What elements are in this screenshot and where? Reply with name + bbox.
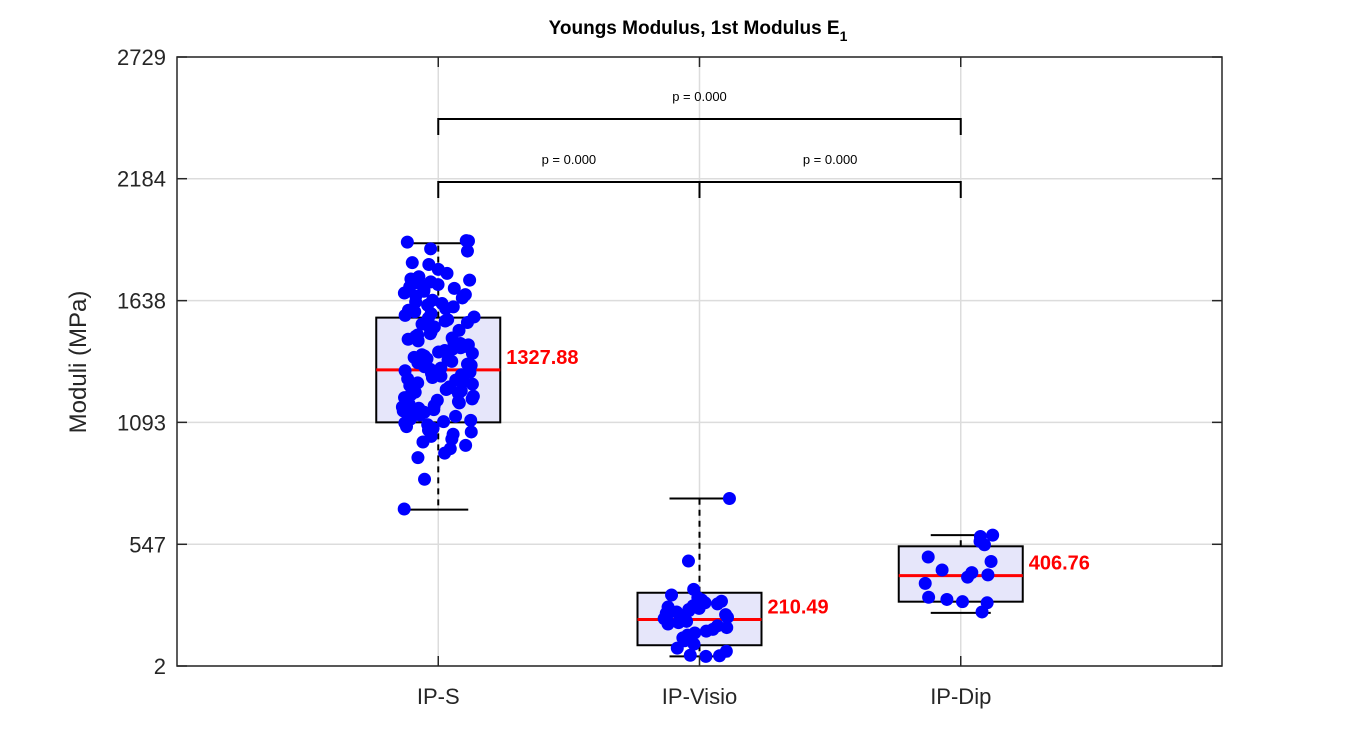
box-iqr [897, 545, 1024, 603]
data-point [975, 605, 989, 619]
y-tick-label: 2184 [117, 167, 166, 192]
data-point [687, 637, 701, 651]
grid-lines [177, 56, 1222, 667]
significance-brackets: p = 0.000 p = 0.000 p = 0.000 [437, 89, 962, 198]
data-point [961, 570, 975, 584]
data-point [722, 492, 736, 506]
data-point [416, 435, 430, 449]
data-point [423, 327, 437, 341]
axes: 2 547 1093 1638 2184 2729 IP-S IP-Visio IP-Dip [117, 45, 1223, 709]
data-point [432, 345, 446, 359]
data-point [397, 286, 411, 300]
data-point [463, 273, 477, 287]
y-tick-label: 1638 [117, 289, 166, 314]
data-point [425, 370, 439, 384]
data-point [720, 610, 734, 624]
data-point [411, 334, 425, 348]
data-point [661, 617, 675, 631]
data-point [438, 314, 452, 328]
data-point [460, 244, 474, 258]
data-point [440, 266, 454, 280]
data-point [401, 332, 415, 346]
median-value-label: 210.49 [768, 596, 829, 618]
median-value-label: 406.76 [1029, 553, 1090, 575]
data-point [955, 595, 969, 609]
data-point [465, 377, 479, 391]
data-point [445, 354, 459, 368]
data-point [439, 383, 453, 397]
data-point [984, 554, 998, 568]
data-point [692, 601, 706, 615]
y-tick-label: 2729 [117, 45, 166, 70]
y-tick-label: 1093 [117, 410, 166, 435]
significance-bracket [437, 118, 962, 135]
data-point [981, 568, 995, 582]
x-tick-label: IP-S [417, 684, 460, 709]
data-point [400, 235, 414, 249]
significance-bracket [698, 181, 962, 198]
median-value-label: 1327.88 [506, 347, 578, 369]
data-point [464, 425, 478, 439]
data-point [455, 291, 469, 305]
data-point [411, 451, 425, 465]
data-point [447, 281, 461, 295]
data-point [986, 528, 1000, 542]
chart-title: Youngs Modulus, 1st Modulus E1 [549, 18, 848, 44]
data-point [922, 590, 936, 604]
data-point [921, 550, 935, 564]
data-point [400, 420, 414, 434]
y-axis-label: Moduli (MPa) [65, 291, 92, 434]
data-point [438, 446, 452, 460]
data-point [977, 538, 991, 552]
data-point [452, 396, 466, 410]
data-point [665, 588, 679, 602]
data-point [431, 278, 445, 292]
data-point [460, 316, 474, 330]
y-tick-label: 2 [154, 654, 166, 679]
data-point [465, 346, 479, 360]
data-point [424, 242, 438, 256]
data-point [699, 649, 713, 663]
data-point [461, 234, 475, 248]
data-point [464, 413, 478, 427]
data-point [405, 256, 419, 270]
x-tick-label: IP-Dip [930, 684, 991, 709]
data-point [935, 563, 949, 577]
data-point [681, 554, 695, 568]
x-tick-label: IP-Visio [662, 684, 737, 709]
chart-title-subscript: 1 [840, 28, 848, 44]
data-point [713, 649, 727, 663]
p-value-label: p = 0.000 [672, 89, 727, 104]
data-point [683, 648, 697, 662]
p-value-label: p = 0.000 [803, 152, 858, 167]
plot-frame [176, 56, 1223, 667]
box-series: 1327.88 210.49 406.76 [375, 234, 1090, 663]
data-point [459, 438, 473, 452]
data-point [418, 472, 432, 486]
data-point [437, 415, 451, 429]
data-point [439, 302, 453, 316]
data-point [449, 409, 463, 423]
data-point [710, 597, 724, 611]
data-point [398, 308, 412, 322]
p-value-label: p = 0.000 [542, 152, 597, 167]
data-point [397, 502, 411, 516]
data-point [720, 621, 734, 635]
data-point [672, 616, 686, 630]
data-point [465, 392, 479, 406]
data-point [699, 624, 713, 638]
y-tick-label: 547 [129, 532, 166, 557]
data-point [445, 432, 459, 446]
significance-bracket [437, 181, 701, 198]
data-point [670, 641, 684, 655]
data-point [918, 576, 932, 590]
data-point [940, 592, 954, 606]
